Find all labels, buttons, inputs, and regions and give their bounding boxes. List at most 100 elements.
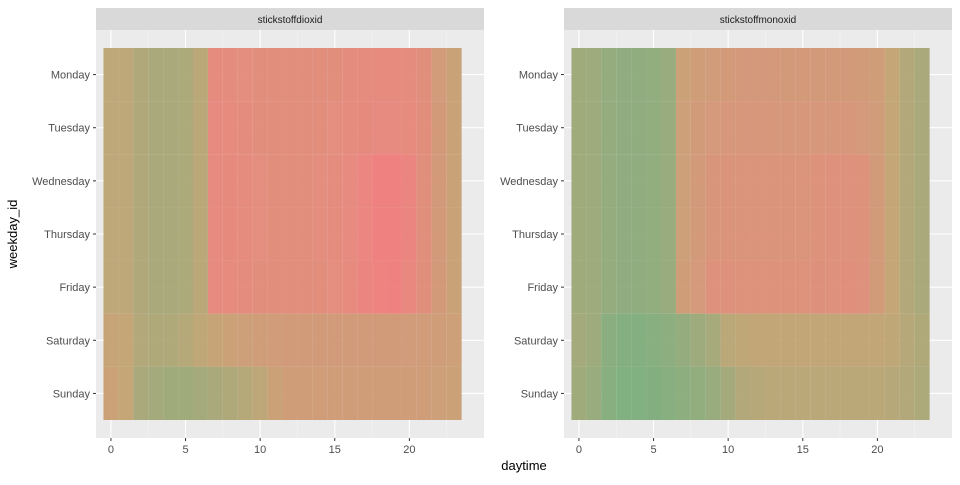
heat-tile	[571, 48, 587, 102]
heat-tile	[222, 48, 238, 102]
y-tick-label: Tuesday	[516, 123, 558, 135]
heat-tile	[750, 366, 766, 420]
y-axis-title: weekday_id	[5, 200, 20, 270]
heat-tile	[237, 260, 253, 314]
y-tick-label: Thursday	[44, 229, 90, 241]
heat-tile	[357, 48, 373, 102]
y-tick-label: Tuesday	[48, 123, 90, 135]
heat-tile	[825, 101, 841, 155]
heat-tile	[616, 207, 632, 261]
heat-tile	[401, 313, 417, 367]
x-tick-label: 15	[329, 444, 341, 456]
heat-tile	[163, 313, 179, 367]
heat-tile	[810, 260, 826, 314]
heat-tile	[735, 313, 751, 367]
heat-tile	[616, 366, 632, 420]
heat-tile	[222, 366, 238, 420]
heat-tile	[914, 101, 930, 155]
heat-tile	[914, 366, 930, 420]
heat-tile	[282, 207, 298, 261]
heat-tile	[705, 207, 721, 261]
heat-tile	[646, 313, 661, 367]
heat-tile	[222, 313, 238, 367]
heat-tile	[207, 101, 223, 155]
heat-tile	[252, 101, 268, 155]
heat-tile	[884, 101, 900, 155]
heat-tile	[586, 313, 602, 367]
heat-tile	[855, 154, 870, 208]
heat-tile	[357, 207, 373, 261]
y-tick-label: Wednesday	[32, 176, 90, 188]
heat-tile	[416, 207, 432, 261]
heat-tile	[720, 207, 736, 261]
heat-tile	[855, 260, 870, 314]
heat-tile	[884, 154, 900, 208]
heat-tile	[148, 154, 164, 208]
heat-tile	[750, 313, 766, 367]
heat-tile	[840, 101, 855, 155]
heat-tile	[795, 101, 811, 155]
heat-tile	[327, 207, 343, 261]
heat-tile	[616, 260, 632, 314]
heat-tile	[571, 154, 587, 208]
facet-strip-label: stickstoffdioxid	[258, 15, 323, 26]
heat-tile	[840, 154, 855, 208]
facet-strip	[96, 8, 484, 30]
heat-tile	[914, 48, 930, 102]
heat-tile	[795, 366, 811, 420]
heat-tile	[297, 207, 313, 261]
heat-tile	[193, 101, 208, 155]
heat-tile	[387, 366, 402, 420]
heat-tile	[103, 154, 119, 208]
heat-tile	[616, 48, 632, 102]
heat-tile	[616, 101, 632, 155]
heat-tile	[646, 48, 661, 102]
heat-tile	[705, 48, 721, 102]
heat-tile	[252, 260, 268, 314]
heat-tile	[282, 154, 298, 208]
heat-tile	[327, 154, 343, 208]
heat-tile	[840, 313, 855, 367]
heat-tile	[914, 313, 930, 367]
heat-tile	[342, 366, 358, 420]
heat-tile	[884, 313, 900, 367]
heat-tile	[178, 48, 193, 102]
heat-tile	[690, 48, 706, 102]
heat-tile	[690, 101, 706, 155]
y-tick-label: Friday	[59, 282, 90, 294]
heat-tile	[207, 260, 223, 314]
heat-tile	[765, 260, 781, 314]
heat-tile	[222, 154, 238, 208]
heat-tile	[571, 101, 587, 155]
heat-tile	[148, 101, 164, 155]
heat-tile	[357, 101, 373, 155]
heat-tile	[372, 313, 387, 367]
heat-tile	[601, 48, 617, 102]
heat-tile	[810, 313, 826, 367]
heat-tile	[372, 101, 387, 155]
heat-tile	[855, 101, 870, 155]
heat-tile	[207, 48, 223, 102]
heat-tile	[342, 101, 358, 155]
heat-tile	[869, 366, 885, 420]
heat-tile	[103, 260, 119, 314]
heat-tile	[222, 101, 238, 155]
heat-tile	[899, 101, 915, 155]
heat-tile	[601, 313, 617, 367]
y-tick-label: Saturday	[46, 335, 91, 347]
heat-tile	[118, 207, 134, 261]
heat-tile	[855, 366, 870, 420]
heat-tile	[899, 260, 915, 314]
heat-tile	[118, 313, 134, 367]
heat-tile	[825, 207, 841, 261]
x-tick-label: 5	[182, 444, 188, 456]
heat-tile	[267, 154, 283, 208]
heat-tile	[675, 48, 691, 102]
heat-tile	[795, 313, 811, 367]
heat-tile	[372, 154, 387, 208]
heat-tile	[765, 207, 781, 261]
heat-tile	[705, 154, 721, 208]
heat-tile	[327, 313, 343, 367]
heat-tile	[163, 207, 179, 261]
